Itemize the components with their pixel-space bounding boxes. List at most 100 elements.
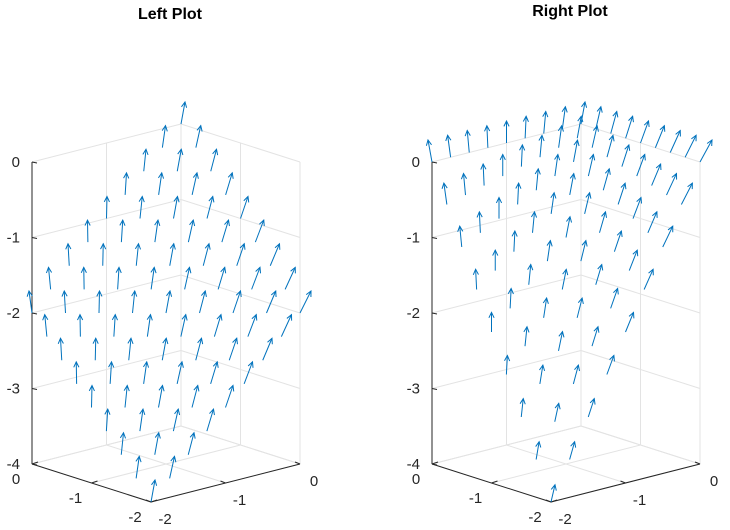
vector-arrow	[478, 211, 481, 233]
vector-arrow-head	[123, 171, 130, 179]
vector-arrow-head	[212, 148, 219, 156]
vector-arrow	[486, 125, 489, 148]
vector-arrow	[628, 249, 638, 271]
vector-arrow-head	[574, 363, 581, 372]
vector-arrow	[520, 144, 523, 167]
vector-arrow	[524, 326, 528, 347]
vector-arrow-head	[445, 134, 452, 142]
vector-arrow-head	[197, 337, 204, 345]
vector-arrow-head	[492, 249, 499, 256]
vector-arrow-head	[162, 337, 169, 345]
vector-arrow	[482, 163, 485, 186]
vector-arrow	[576, 297, 583, 318]
z-tick-label: 0	[412, 154, 420, 171]
vector-arrow-head	[127, 337, 134, 345]
vector-arrow-head	[476, 210, 483, 218]
vector-arrow	[202, 243, 210, 266]
right-plot-title: Right Plot	[532, 3, 608, 20]
vector-arrow-head	[503, 119, 510, 127]
y-tick-label: -2	[528, 509, 541, 526]
vector-arrow-head	[270, 289, 277, 298]
vector-arrow	[532, 211, 535, 233]
plot-area-0: 0-1-2-3-40-1-20-1-2	[7, 100, 318, 528]
vector-arrow-head	[581, 100, 588, 108]
vector-arrow	[587, 154, 594, 177]
vector-arrow	[48, 267, 52, 290]
vector-arrow-head	[671, 172, 678, 180]
vector-arrow-head	[577, 296, 584, 305]
vector-arrow-head	[609, 354, 615, 362]
vector-arrow-head	[589, 397, 596, 405]
vector-arrow	[221, 219, 229, 243]
z-tick-mark	[431, 388, 438, 390]
vector-arrow-head	[569, 172, 576, 180]
vector-arrow	[427, 139, 433, 163]
vector-arrow-head	[232, 337, 238, 345]
vector-arrow-head	[539, 363, 546, 371]
vector-arrow	[180, 101, 186, 125]
vector-arrow	[613, 230, 622, 252]
vector-arrow	[517, 183, 520, 205]
vector-arrow	[539, 135, 543, 158]
vector-arrow	[232, 290, 241, 314]
vector-arrow-head	[247, 360, 254, 368]
vector-arrow	[595, 264, 603, 285]
vector-arrow-head	[542, 296, 549, 304]
vector-arrow	[206, 196, 214, 219]
vector-arrow	[172, 409, 179, 432]
vector-arrow	[662, 225, 674, 248]
vector-arrow	[654, 125, 665, 148]
vector-arrow	[91, 385, 93, 408]
vector-arrow-head	[534, 167, 541, 175]
vector-arrow	[625, 116, 634, 139]
vector-arrow	[610, 111, 618, 134]
vector-arrow-head	[193, 384, 200, 392]
vector-arrow-head	[507, 287, 514, 295]
vector-arrow-head	[100, 242, 107, 250]
vector-arrow-head	[612, 110, 619, 118]
vector-arrow	[535, 168, 539, 191]
vector-arrow	[165, 290, 171, 314]
vector-arrow	[602, 168, 610, 191]
vector-arrow	[113, 314, 116, 337]
z-tick-mark	[431, 161, 438, 164]
z-tick-mark	[431, 237, 438, 239]
vector-arrow	[505, 355, 508, 375]
vector-arrow	[632, 197, 642, 219]
vector-arrow	[44, 314, 48, 337]
vector-arrow	[28, 290, 33, 314]
vector-arrow	[463, 173, 466, 196]
vector-arrow-head	[305, 289, 312, 298]
vector-arrow-head	[592, 124, 599, 132]
vector-arrow-head	[613, 287, 619, 295]
vector-arrow-head	[558, 330, 565, 338]
vector-arrow	[173, 196, 178, 219]
vector-arrow-head	[667, 225, 674, 233]
vector-arrow-head	[111, 313, 118, 321]
vector-arrow-head	[103, 195, 110, 203]
grid-line	[491, 444, 641, 484]
vector-arrow	[475, 269, 478, 290]
vector-arrow-head	[542, 110, 549, 118]
vector-arrow-head	[170, 455, 177, 463]
vector-arrow	[191, 172, 198, 195]
vector-arrow-head	[84, 218, 91, 226]
vector-arrow-head	[123, 384, 130, 392]
vector-arrow	[158, 172, 163, 195]
left-plot: Left Plot 0-1-2-3-40-1-20-1-2	[7, 6, 319, 528]
vector-arrow	[459, 226, 463, 248]
vector-arrow-head	[185, 266, 192, 274]
vector-arrow	[669, 130, 681, 153]
vector-arrow-head	[220, 266, 227, 274]
vector-arrow-head	[593, 325, 600, 333]
vector-arrow	[580, 101, 586, 125]
vector-arrow-head	[139, 407, 146, 415]
y-tick-label: -2	[128, 509, 141, 526]
vector-arrow	[154, 432, 160, 455]
vector-arrow-head	[624, 143, 631, 151]
vector-arrow-head	[192, 171, 199, 179]
vector-arrow-head	[628, 311, 635, 319]
vector-arrow	[169, 456, 175, 479]
vector-arrow	[176, 149, 182, 172]
